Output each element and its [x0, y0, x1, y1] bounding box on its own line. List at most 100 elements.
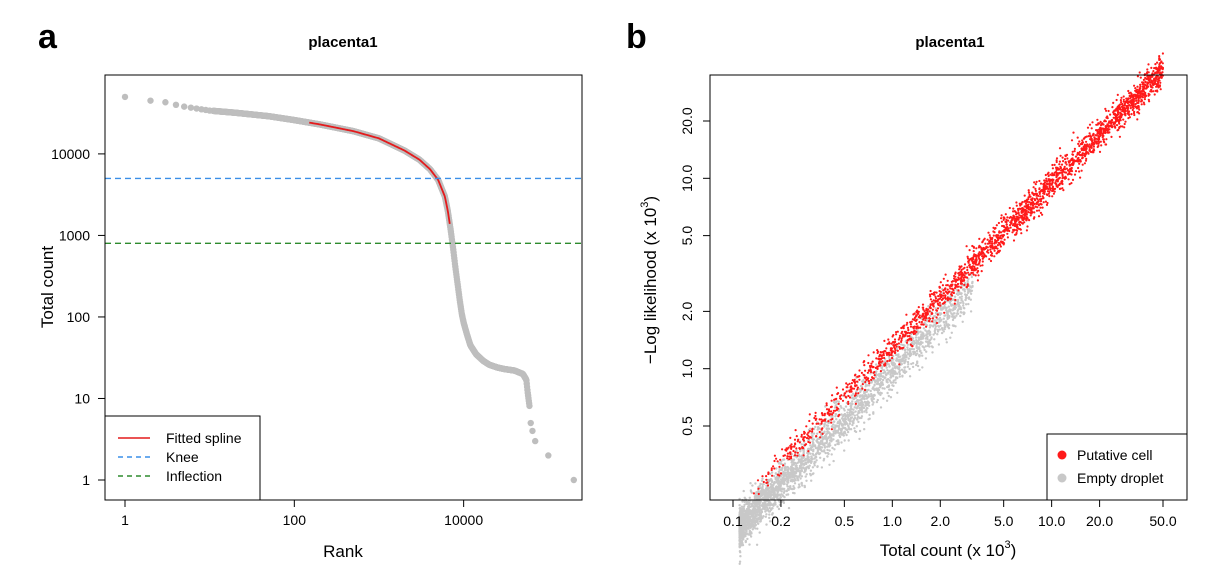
empty-droplet-point	[815, 439, 818, 442]
empty-droplet-point	[738, 507, 742, 510]
empty-droplet-point	[898, 366, 901, 369]
putative-cell-point	[838, 413, 841, 416]
putative-cell-point	[877, 365, 880, 368]
empty-droplet-point	[886, 369, 889, 372]
empty-droplet-point	[938, 328, 941, 331]
putative-cell-point	[1034, 189, 1037, 192]
empty-droplet-point	[848, 409, 852, 412]
empty-droplet-point	[857, 420, 860, 424]
empty-droplet-point	[759, 515, 763, 519]
empty-droplet-point	[926, 338, 929, 341]
putative-cell-point	[1035, 197, 1038, 200]
putative-cell-point	[940, 298, 944, 302]
putative-cell-point	[975, 247, 978, 250]
empty-droplet-point	[849, 418, 852, 421]
empty-droplet-point	[774, 503, 777, 506]
empty-droplet-point	[923, 348, 926, 352]
putative-cell-point	[1035, 209, 1039, 212]
putative-cell-point	[1097, 122, 1100, 125]
putative-cell-point	[1000, 217, 1003, 220]
y-tick-label: 1	[82, 472, 90, 488]
empty-droplet-point	[820, 466, 824, 469]
putative-cell-point	[1045, 179, 1048, 182]
barcode-point	[570, 476, 577, 484]
empty-droplet-point	[820, 446, 824, 449]
putative-cell-point	[830, 399, 833, 402]
putative-cell-point	[972, 250, 975, 253]
putative-cell-point	[1091, 134, 1094, 137]
putative-cell-point	[987, 231, 990, 234]
empty-droplet-point	[862, 378, 865, 382]
empty-droplet-point	[971, 281, 974, 285]
empty-droplet-point	[800, 475, 804, 478]
putative-cell-point	[1054, 182, 1057, 185]
empty-droplet-point	[854, 430, 858, 434]
empty-droplet-point	[775, 487, 778, 490]
empty-droplet-point	[943, 321, 946, 324]
empty-droplet-point	[750, 491, 753, 494]
empty-droplet-point	[837, 442, 840, 446]
empty-droplet-point	[889, 388, 892, 391]
empty-droplet-point	[965, 293, 969, 297]
putative-cell-point	[1100, 144, 1103, 147]
empty-droplet-point	[778, 485, 781, 488]
putative-cell-point	[1085, 157, 1088, 160]
putative-cell-point	[925, 314, 928, 317]
putative-cell-point	[976, 263, 980, 266]
putative-cell-point	[1078, 159, 1081, 162]
putative-cell-point	[803, 430, 806, 433]
empty-droplet-point	[918, 346, 921, 349]
putative-cell-point	[875, 357, 878, 360]
barcode-point	[545, 452, 552, 459]
empty-droplet-point	[742, 520, 745, 523]
empty-droplet-point	[764, 510, 767, 513]
empty-droplet-point	[758, 520, 762, 523]
empty-droplet-point	[889, 381, 893, 384]
putative-cell-point	[1043, 190, 1046, 193]
putative-cell-point	[825, 404, 828, 407]
empty-droplet-point	[875, 374, 878, 377]
putative-cell-point	[1008, 229, 1011, 233]
empty-droplet-point	[943, 323, 946, 327]
putative-cell-point	[1058, 187, 1061, 190]
empty-droplet-point	[858, 416, 862, 420]
empty-droplet-point	[915, 344, 918, 348]
empty-droplet-point	[775, 467, 778, 470]
putative-cell-point	[893, 338, 897, 341]
empty-droplet-point	[905, 370, 908, 373]
putative-cell-point	[781, 448, 784, 451]
putative-cell-point	[1115, 98, 1118, 102]
empty-droplet-point	[944, 325, 947, 329]
empty-droplet-point	[958, 292, 961, 296]
putative-cell-point	[1061, 187, 1064, 190]
empty-droplet-point	[966, 288, 969, 291]
y-tick-label: 1000	[59, 227, 90, 243]
empty-droplet-point	[738, 531, 741, 535]
empty-droplet-point	[950, 304, 953, 307]
putative-cell-point	[863, 364, 866, 367]
empty-droplet-point	[937, 343, 941, 346]
empty-droplet-point	[832, 459, 835, 463]
empty-droplet-point	[847, 424, 850, 427]
empty-droplet-point	[928, 334, 931, 337]
putative-cell-point	[796, 451, 799, 454]
empty-droplet-point	[767, 496, 770, 499]
empty-droplet-point	[887, 385, 890, 388]
putative-cell-point	[1078, 144, 1081, 148]
putative-cell-point	[1147, 63, 1150, 66]
empty-droplet-point	[852, 418, 855, 422]
empty-droplet-point	[783, 490, 786, 493]
empty-droplet-point	[837, 420, 840, 423]
putative-cell-point	[895, 331, 898, 334]
putative-cell-point	[1027, 189, 1030, 192]
putative-cell-point	[887, 338, 890, 341]
empty-droplet-point	[742, 538, 745, 541]
putative-cell-point	[831, 413, 834, 416]
empty-droplet-point	[832, 423, 835, 426]
empty-droplet-point	[812, 432, 816, 435]
empty-droplet-point	[901, 375, 904, 378]
empty-droplet-point	[936, 330, 940, 333]
barcode-point	[162, 99, 169, 106]
empty-droplet-point	[823, 423, 826, 426]
